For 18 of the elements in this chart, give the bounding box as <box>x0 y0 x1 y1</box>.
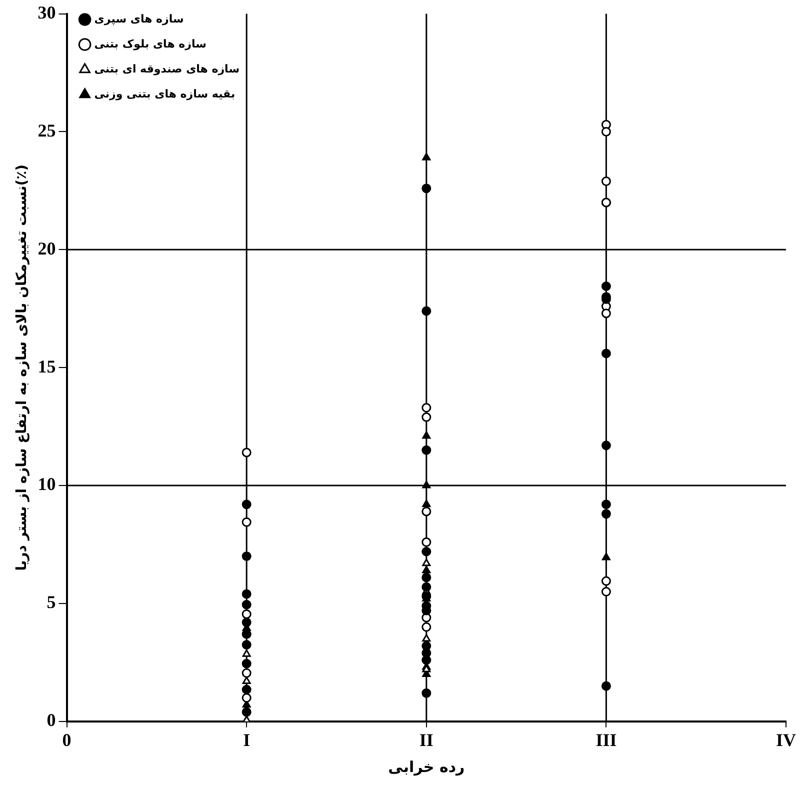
legend-label: سازه های بلوک بتنی <box>94 37 206 50</box>
y-tick-label: 5 <box>46 592 56 612</box>
x-tick-label: III <box>596 730 617 750</box>
y-tick-label: 25 <box>38 120 56 140</box>
y-tick-label: 30 <box>38 2 56 22</box>
y-tick-label: 10 <box>38 474 56 494</box>
legend-label: سازه های صندوقه ای بتنی <box>94 62 240 76</box>
x-tick-label: I <box>243 730 250 750</box>
y-tick-label: 20 <box>38 238 56 258</box>
x-tick-label: II <box>419 730 434 750</box>
x-tick-label: 0 <box>62 730 72 750</box>
x-axis-title: رده خرابی <box>388 758 465 776</box>
y-tick-label: 15 <box>38 356 56 376</box>
legend-label: بقیه سازه های بتنی وزنی <box>94 87 236 100</box>
legend-label: سازه های سپری <box>94 12 184 26</box>
x-tick-label: IV <box>776 730 796 750</box>
y-axis-title: نسبت تغییرمکان بالای سازه به ارتفاع سازه از بستر دریا(٪) <box>14 164 30 571</box>
y-tick-label: 0 <box>46 710 56 730</box>
